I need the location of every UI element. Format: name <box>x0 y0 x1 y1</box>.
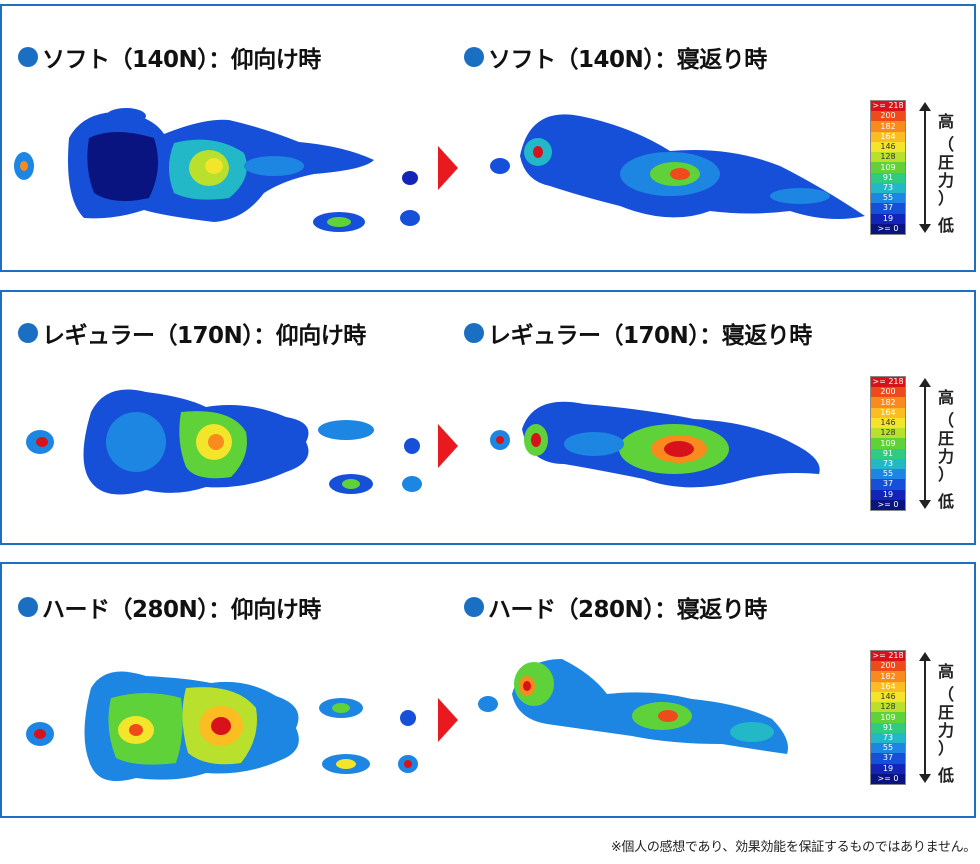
panel-soft: ソフト（140N）：仰向け時 ソフト（140N）：寝返り時 <box>0 4 976 272</box>
scale-cell: 37 <box>871 753 905 764</box>
scale-cell: 55 <box>871 193 905 204</box>
scale-cell: 164 <box>871 407 905 418</box>
arrow-up-icon <box>919 378 931 387</box>
panel-regular-left-title: レギュラー（170N）：仰向け時 <box>18 316 366 350</box>
scale-cell: >= 0 <box>871 499 905 511</box>
scale-cell: 73 <box>871 732 905 744</box>
panel-hard-right-title: ハード（280N）：寝返り時 <box>464 590 767 624</box>
scale-cell: 73 <box>871 458 905 470</box>
scale-cell: 164 <box>871 131 905 142</box>
panel-hard: ハード（280N）：仰向け時 ハード（280N）：寝返り時 <box>0 562 976 818</box>
axis-low-label: 低 <box>938 766 955 785</box>
scale-cell: 37 <box>871 479 905 490</box>
pressure-map-turning-hard <box>478 659 788 754</box>
arrow-up-icon <box>919 652 931 661</box>
axis-line <box>924 658 926 776</box>
scale-cell: 182 <box>871 121 905 132</box>
bullet-icon <box>18 597 38 617</box>
scale-cell: 55 <box>871 469 905 480</box>
bullet-icon <box>18 323 38 343</box>
panel-hard-left-title: ハード（280N）：仰向け時 <box>18 590 321 624</box>
pressure-map-supine-soft <box>14 108 420 232</box>
transition-arrow-icon <box>438 146 458 190</box>
scale-cell: 182 <box>871 671 905 682</box>
pressure-axis: 高 （ 圧 力 ） 低 <box>918 102 958 235</box>
axis-line <box>924 384 926 502</box>
pressure-map-turning-soft <box>490 114 865 220</box>
pressure-map-turning-regular <box>490 401 820 488</box>
bullet-icon <box>18 47 38 67</box>
scale-cell: 200 <box>871 111 905 122</box>
scale-cell: 109 <box>871 162 905 173</box>
axis-low-label: 低 <box>938 492 955 511</box>
scale-cell: >= 218 <box>871 651 905 662</box>
axis-mid-label: （ 圧 力 ） <box>938 135 955 208</box>
scale-cell: 109 <box>871 438 905 449</box>
panel-soft-left-title: ソフト（140N）：仰向け時 <box>18 40 321 74</box>
pressure-scale-legend: >= 218 200 182 164 146 128 109 91 73 55 … <box>870 376 906 511</box>
scale-cell: 200 <box>871 661 905 672</box>
transition-arrow-icon <box>438 424 458 468</box>
scale-cell: >= 0 <box>871 223 905 235</box>
pressure-scale-legend: >= 218 200 182 164 146 128 109 91 73 55 … <box>870 100 906 235</box>
scale-cell: >= 218 <box>871 101 905 112</box>
disclaimer-footnote: ※個人の感想であり、効果効能を保証するものではありません。 <box>610 840 976 855</box>
transition-arrow-icon <box>438 698 458 742</box>
scale-cell: 19 <box>871 489 905 500</box>
scale-cell: 19 <box>871 763 905 774</box>
arrow-down-icon <box>919 774 931 783</box>
axis-high-label: 高 <box>938 112 955 131</box>
scale-cell: 19 <box>871 213 905 224</box>
axis-low-label: 低 <box>938 216 955 235</box>
scale-cell: 200 <box>871 387 905 398</box>
scale-cell: 164 <box>871 681 905 692</box>
scale-cell: >= 218 <box>871 377 905 388</box>
scale-cell: 128 <box>871 152 905 163</box>
panel-regular: レギュラー（170N）：仰向け時 レギュラー（170N）：寝返り時 <box>0 290 976 545</box>
scale-cell: 91 <box>871 722 905 733</box>
arrow-down-icon <box>919 224 931 233</box>
axis-mid-label: （ 圧 力 ） <box>938 685 955 758</box>
pressure-axis: 高 （ 圧 力 ） 低 <box>918 378 958 511</box>
scale-cell: 37 <box>871 203 905 214</box>
axis-high-label: 高 <box>938 662 955 681</box>
scale-cell: 146 <box>871 417 905 429</box>
scale-cell: 91 <box>871 448 905 459</box>
scale-cell: 182 <box>871 397 905 408</box>
pressure-map-supine-regular <box>26 389 422 495</box>
scale-cell: 146 <box>871 141 905 153</box>
scale-cell: >= 0 <box>871 773 905 785</box>
panel-soft-right-title: ソフト（140N）：寝返り時 <box>464 40 767 74</box>
axis-line <box>924 108 926 226</box>
axis-mid-label: （ 圧 力 ） <box>938 411 955 484</box>
bullet-icon <box>464 47 484 67</box>
scale-cell: 128 <box>871 428 905 439</box>
scale-cell: 55 <box>871 743 905 754</box>
bullet-icon <box>464 323 484 343</box>
pressure-scale-legend: >= 218 200 182 164 146 128 109 91 73 55 … <box>870 650 906 785</box>
pressure-axis: 高 （ 圧 力 ） 低 <box>918 652 958 785</box>
scale-cell: 73 <box>871 182 905 194</box>
scale-cell: 91 <box>871 172 905 183</box>
scale-cell: 128 <box>871 702 905 713</box>
arrow-up-icon <box>919 102 931 111</box>
pressure-map-supine-hard <box>26 671 418 782</box>
scale-cell: 146 <box>871 691 905 703</box>
arrow-down-icon <box>919 500 931 509</box>
axis-high-label: 高 <box>938 388 955 407</box>
bullet-icon <box>464 597 484 617</box>
panel-regular-right-title: レギュラー（170N）：寝返り時 <box>464 316 812 350</box>
scale-cell: 109 <box>871 712 905 723</box>
